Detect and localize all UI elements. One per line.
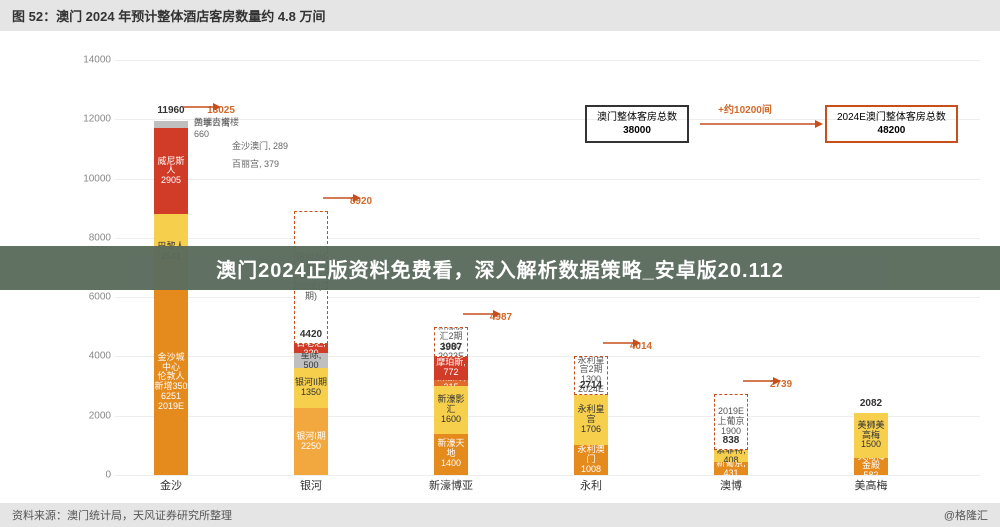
bar-segment: 索菲特, 408 [714, 450, 748, 462]
source-text: 资料来源：澳门统计局，天风证券研究所整理 [12, 507, 232, 523]
bar-segment: 银河I期2250 [294, 408, 328, 475]
callout-box-forecast: 2024E澳门整体客房总数48200 [825, 105, 958, 143]
bar-total-actual: 838 [723, 435, 740, 446]
bar-segment: 金沙城中心伦敦人新增35062512019E [154, 290, 188, 475]
bar-total-actual: 2714 [580, 380, 602, 391]
bar-actual: 金沙城中心伦敦人新增35062512019E巴黎人2541威尼斯人2905 [154, 120, 188, 475]
bar-actual: 永利澳门1008永利皇宫1706 [574, 395, 608, 475]
y-tick: 4000 [89, 351, 111, 362]
bar-total-actual: 3987 [440, 342, 462, 353]
bar-total-actual: 2082 [860, 398, 882, 409]
bar-actual: 银河I期2250银河II期1350星际, 500百老汇, 320 [294, 344, 328, 475]
bar-segment: 新葡京, 431 [714, 462, 748, 475]
y-tick: 2000 [89, 410, 111, 421]
y-tick: 8000 [89, 232, 111, 243]
bar-segment: 银河II期1350 [294, 368, 328, 408]
bar-total-forecast: 4014 [630, 341, 652, 352]
chart-header: 图 52：澳门 2024 年预计整体酒店客房数量约 4.8 万间 [0, 0, 1000, 31]
bar-segment: 新濠锋, 215 [434, 380, 468, 386]
bar-segment: 新濠影汇1600 [434, 386, 468, 433]
bar-segment: 永利澳门1008 [574, 445, 608, 475]
side-label: 金沙澳门, 289 [232, 139, 288, 152]
y-tick: 0 [105, 470, 111, 481]
y-tick: 6000 [89, 292, 111, 303]
x-axis-label: 新濠博亚 [429, 477, 473, 493]
y-tick: 10000 [83, 173, 111, 184]
side-label: 百丽宫, 379 [232, 157, 279, 170]
bar-segment: 威尼斯人2905 [154, 128, 188, 214]
bar-total-forecast: 4987 [490, 312, 512, 323]
bar-total-actual: 4420 [300, 329, 322, 340]
overlay-banner: 澳门2024正版资料免费看，深入解析数据策略_安卓版20.112 [0, 246, 1000, 290]
x-axis-label: 银河 [300, 477, 322, 493]
bar-segment [154, 121, 188, 129]
bar-segment: 新濠天地1400 [434, 434, 468, 476]
bar-total-forecast: 2739 [770, 379, 792, 390]
bar-segment: 美高梅金殿582 [854, 458, 888, 475]
watermark: @格隆汇 [944, 507, 988, 523]
bar-total-actual: 11960 [157, 105, 184, 116]
bar-segment: 美狮美高梅1500 [854, 413, 888, 457]
bar-segment: 星际, 500 [294, 353, 328, 368]
chart-title: 图 52：澳门 2024 年预计整体酒店客房数量约 4.8 万间 [12, 9, 326, 24]
callout-box-current: 澳门整体客房总数38000 [585, 105, 689, 143]
x-axis-labels: 金沙 银河 新濠博亚 永利 澳博 美高梅 [115, 477, 980, 495]
callout-arrow-label: +约10200间 [718, 101, 772, 116]
x-axis-label: 永利 [580, 477, 602, 493]
x-axis-label: 美高梅 [855, 477, 888, 493]
gridline [115, 475, 980, 476]
bar-total-forecast: 13025 [207, 105, 235, 116]
chart-footer: 资料来源：澳门统计局，天风证券研究所整理 @格隆汇 [0, 503, 1000, 527]
bar-segment: 永利皇宫1706 [574, 395, 608, 446]
bar-total-forecast: 8920 [350, 196, 372, 207]
overlay-text: 澳门2024正版资料免费看，深入解析数据策略_安卓版20.112 [216, 254, 784, 283]
bar-actual: 美高梅金殿582美狮美高梅1500 [854, 413, 888, 475]
x-axis-label: 金沙 [160, 477, 182, 493]
bar-actual: 新葡京, 431索菲特, 408 [714, 450, 748, 475]
side-label: 四季公寓660 [194, 116, 230, 139]
bar-segment: 摩珀斯, 772 [434, 357, 468, 380]
y-tick: 14000 [83, 55, 111, 66]
bar-actual: 新濠天地1400新濠影汇1600新濠锋, 215摩珀斯, 772 [434, 357, 468, 475]
bar-segment: 百老汇, 320 [294, 344, 328, 353]
y-tick: 12000 [83, 114, 111, 125]
x-axis-label: 澳博 [720, 477, 742, 493]
